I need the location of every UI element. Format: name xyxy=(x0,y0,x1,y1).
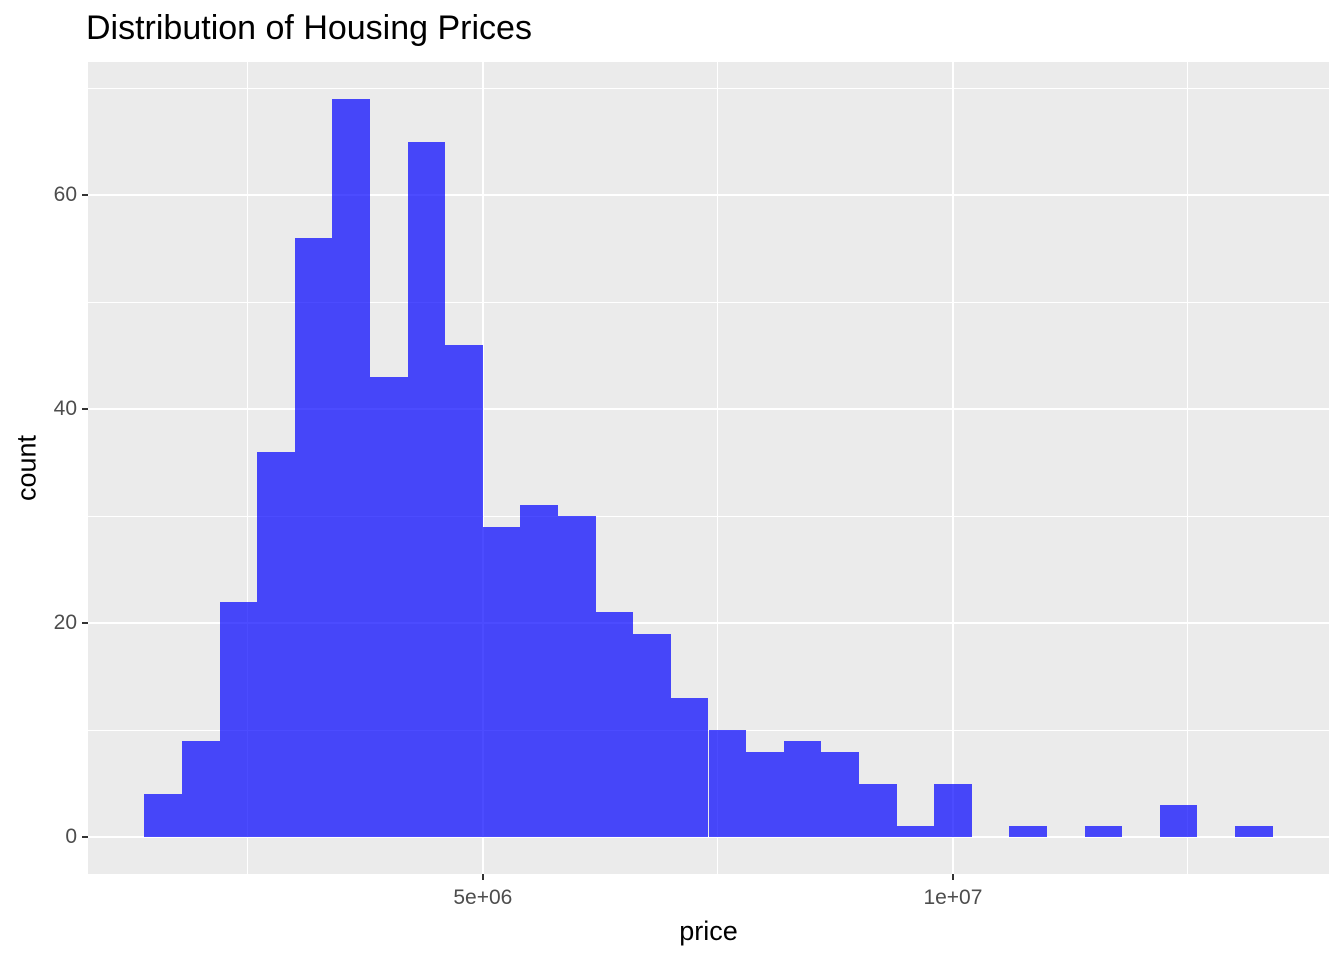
histogram-bar xyxy=(370,377,408,838)
y-minor-gridline xyxy=(88,301,1329,303)
histogram-bar xyxy=(821,751,859,838)
y-minor-gridline xyxy=(88,515,1329,517)
histogram-bar xyxy=(1084,826,1123,838)
histogram-bar xyxy=(520,505,559,838)
histogram-bar xyxy=(332,98,371,838)
y-tick-mark xyxy=(82,622,88,625)
histogram-bar xyxy=(1234,826,1273,838)
histogram-bar xyxy=(858,783,897,838)
y-tick-label: 40 xyxy=(53,397,77,421)
histogram-bar xyxy=(1009,826,1047,838)
x-tick-mark xyxy=(951,874,954,880)
histogram-bar xyxy=(482,526,521,838)
histogram-bar xyxy=(182,740,220,838)
x-minor-gridline xyxy=(247,62,249,874)
histogram-bar xyxy=(595,612,634,838)
y-tick-mark xyxy=(82,194,88,197)
x-tick-label: 1e+07 xyxy=(923,886,983,909)
y-major-gridline xyxy=(88,836,1329,839)
x-tick-label: 5e+06 xyxy=(453,886,513,909)
y-tick-label: 60 xyxy=(53,183,77,207)
plot-panel xyxy=(88,62,1329,874)
x-major-gridline xyxy=(951,62,954,874)
histogram-bar xyxy=(934,783,972,838)
histogram-bar xyxy=(670,698,709,838)
x-minor-gridline xyxy=(717,62,719,874)
histogram-bar xyxy=(633,633,671,838)
histogram-bar xyxy=(708,730,747,838)
histogram-bar xyxy=(558,516,596,838)
y-tick-mark xyxy=(82,836,88,839)
y-major-gridline xyxy=(88,408,1329,411)
y-tick-label: 20 xyxy=(53,611,77,635)
histogram-bar xyxy=(1159,804,1198,838)
chart-title: Distribution of Housing Prices xyxy=(86,9,532,47)
x-tick-mark xyxy=(481,874,484,880)
y-tick-mark xyxy=(82,408,88,411)
y-major-gridline xyxy=(88,622,1329,625)
histogram-bar xyxy=(783,740,822,838)
histogram-bar xyxy=(257,451,295,838)
histogram-bar xyxy=(144,794,182,838)
y-axis-title: count xyxy=(11,434,42,502)
y-major-gridline xyxy=(88,194,1329,197)
x-minor-gridline xyxy=(1187,62,1189,874)
y-minor-gridline xyxy=(88,87,1329,89)
y-tick-label: 0 xyxy=(65,825,77,849)
x-major-gridline xyxy=(481,62,484,874)
histogram-bar xyxy=(407,141,446,838)
histogram-bar xyxy=(219,601,258,838)
x-axis-title: price xyxy=(679,916,738,946)
histogram-bar xyxy=(445,344,483,838)
histogram-bar xyxy=(896,826,935,838)
histogram-bar xyxy=(294,237,333,838)
histogram-bar xyxy=(746,751,784,838)
